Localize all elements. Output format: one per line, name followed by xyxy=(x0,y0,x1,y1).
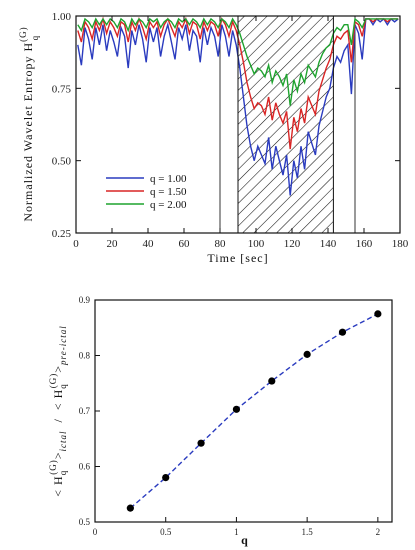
x-tick-label: 20 xyxy=(107,238,119,250)
y-tick-label: 0.9 xyxy=(79,295,91,305)
x-tick-label: 160 xyxy=(356,238,373,250)
legend-label-q1: q = 1.50 xyxy=(150,186,187,198)
x-tick-label: 180 xyxy=(392,238,409,250)
legend: q = 1.00q = 1.50q = 2.00 xyxy=(106,173,187,211)
data-point xyxy=(374,310,382,318)
y-tick-label: 1.00 xyxy=(52,11,72,23)
x-axis-label: q xyxy=(241,533,249,547)
data-point xyxy=(338,328,347,336)
legend-label-q2: q = 2.00 xyxy=(150,199,187,211)
data-point xyxy=(197,439,205,447)
wavelet-entropy-chart: 0 20 40 60 80 100 120 140 160 180 0.25 0.50 0.75 1.00… xyxy=(18,11,409,265)
legend-label-q0: q = 1.00 xyxy=(150,173,187,185)
y-tick-label: 0.75 xyxy=(52,83,72,95)
x-axis-label: Time [sec] xyxy=(207,251,268,265)
y-axis-label: < Hq(G)>ictal/< Hq(G)>pre-ictal xyxy=(48,325,68,496)
plot-frame xyxy=(94,299,393,523)
data-point xyxy=(232,405,241,413)
x-tick-label: 40 xyxy=(143,238,155,250)
y-tick-label: 0.8 xyxy=(79,351,91,361)
y-axis-label-subscript: q xyxy=(30,35,40,41)
x-tick-label: 100 xyxy=(248,238,265,250)
shaded-seizure-region xyxy=(238,16,334,233)
y-tick-label: 0.5 xyxy=(79,517,91,527)
data-point xyxy=(303,350,311,358)
x-tick-label: 120 xyxy=(284,238,301,250)
data-point xyxy=(126,504,134,512)
x-tick-label: 2 xyxy=(376,527,381,537)
y-tick-label: 0.25 xyxy=(52,228,72,240)
x-tick-label: 60 xyxy=(179,238,191,250)
y-axis-label-superscript: (G) xyxy=(18,26,28,42)
y-axis-label: Normalized Wavelet Entropy H(G) q xyxy=(18,26,40,221)
data-point xyxy=(162,474,170,482)
entropy-ratio-chart: 0 0.5 1 1.5 20.50.60.70.80.9 q < Hq(G)>ictal… xyxy=(48,295,393,547)
x-tick-label: 0 xyxy=(73,238,79,250)
x-tick-label: 0 xyxy=(93,527,98,537)
x-tick-label: 1.5 xyxy=(302,527,314,537)
x-tick-label: 80 xyxy=(215,238,227,250)
x-tick-label: 140 xyxy=(320,238,337,250)
y-tick-label: 0.50 xyxy=(52,156,72,168)
x-tick-label: 1 xyxy=(234,527,239,537)
y-tick-label: 0.7 xyxy=(79,406,91,416)
x-tick-label: 0.5 xyxy=(160,527,172,537)
y-tick-label: 0.6 xyxy=(79,462,91,472)
data-point xyxy=(268,377,276,385)
